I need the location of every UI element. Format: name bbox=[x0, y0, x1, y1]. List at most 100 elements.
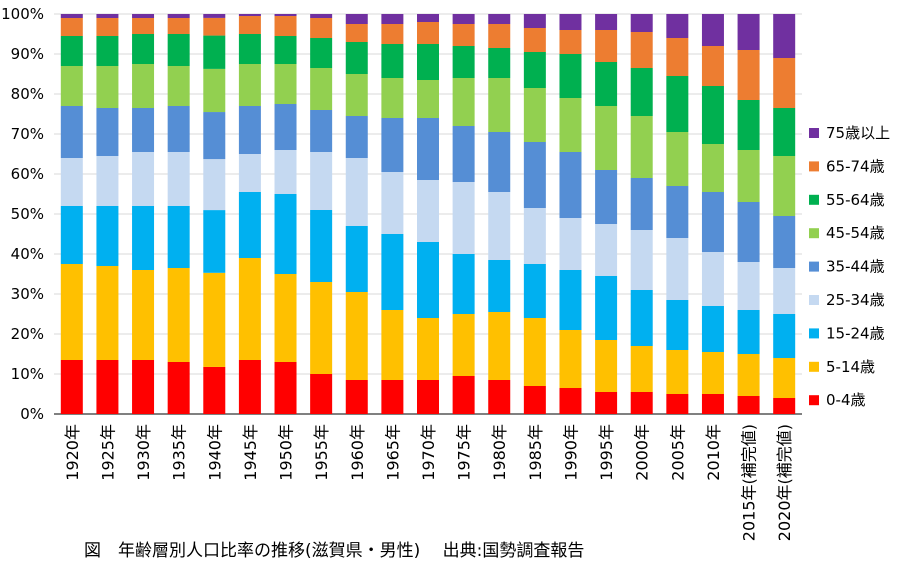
bar-segment bbox=[595, 106, 618, 170]
bar-segment bbox=[132, 270, 155, 360]
bar-segment bbox=[345, 74, 368, 116]
bar-segment bbox=[452, 314, 475, 376]
bar-segment bbox=[773, 268, 796, 314]
bar-segment bbox=[345, 380, 368, 414]
bar-segment bbox=[452, 14, 475, 24]
bar-segment bbox=[488, 380, 511, 414]
bar-segment bbox=[203, 68, 226, 113]
bar-segment bbox=[345, 14, 368, 24]
x-tick-label: 1970年 bbox=[419, 424, 438, 481]
bar-segment bbox=[345, 116, 368, 158]
bar-segment bbox=[310, 18, 333, 38]
x-tick-label: 1950年 bbox=[277, 424, 296, 481]
y-tick-label: 50% bbox=[11, 205, 44, 223]
x-tick-label: 1935年 bbox=[170, 424, 189, 481]
bar-segment bbox=[345, 24, 368, 42]
x-tick-label: 1945年 bbox=[241, 424, 260, 481]
bar-segment bbox=[238, 154, 261, 192]
legend-swatch bbox=[809, 161, 819, 172]
bar-segment bbox=[167, 18, 190, 34]
bar-segment bbox=[310, 152, 333, 210]
bar-segment bbox=[417, 44, 439, 80]
bar-segment bbox=[274, 194, 297, 274]
legend-swatch bbox=[809, 128, 819, 138]
bar-segment bbox=[523, 208, 546, 264]
legend-swatch bbox=[809, 194, 819, 205]
bar-segment bbox=[666, 350, 689, 394]
bar-segment bbox=[60, 360, 83, 414]
bar-segment bbox=[167, 14, 190, 18]
y-tick-label: 100% bbox=[1, 5, 44, 23]
bar-segment bbox=[559, 14, 582, 30]
bar-segment bbox=[310, 14, 333, 18]
bar-segment bbox=[96, 36, 119, 66]
bar-segment bbox=[666, 14, 689, 38]
bar-segment bbox=[595, 62, 618, 106]
bar-segment bbox=[666, 300, 689, 350]
bar-segment bbox=[167, 152, 190, 206]
bar-segment bbox=[310, 68, 333, 110]
y-tick-label: 20% bbox=[11, 325, 44, 343]
bar-segment bbox=[452, 24, 475, 46]
bar-segment bbox=[737, 202, 760, 262]
y-tick-label: 40% bbox=[11, 245, 44, 263]
bar-segment bbox=[345, 158, 368, 226]
legend-swatch bbox=[809, 295, 819, 305]
bar-segment bbox=[595, 14, 618, 30]
bar-segment bbox=[167, 106, 190, 152]
bar-segment bbox=[630, 230, 653, 290]
bars bbox=[60, 14, 796, 414]
y-tick-label: 30% bbox=[11, 285, 44, 303]
bar-segment bbox=[488, 260, 511, 312]
bar-segment bbox=[310, 282, 333, 374]
bar-segment bbox=[417, 14, 439, 22]
bar-segment bbox=[523, 52, 546, 88]
bar-segment bbox=[132, 18, 155, 34]
bar-segment bbox=[701, 252, 724, 306]
legend-label: 35-44歳 bbox=[826, 258, 885, 276]
bar-segment bbox=[701, 14, 724, 46]
bar-segment bbox=[630, 290, 653, 346]
x-tick-label: 1995年 bbox=[597, 424, 616, 481]
bar-segment bbox=[345, 292, 368, 380]
bar-segment bbox=[132, 14, 155, 18]
y-tick-label: 0% bbox=[20, 405, 44, 423]
x-axis-ticks: 1920年 1925年 1930年 1935年 1940年 1945年 1950年 1955年… bbox=[63, 424, 794, 541]
chart-caption: 図 年齢層別人口比率の推移(滋賀県・男性) 出典:国勢調査報告 bbox=[84, 541, 585, 561]
bar-segment bbox=[452, 376, 475, 414]
bar-segment bbox=[701, 394, 724, 414]
bar-segment bbox=[773, 156, 796, 216]
y-tick-label: 90% bbox=[11, 45, 44, 63]
bar-segment bbox=[559, 388, 582, 414]
bar-segment bbox=[666, 38, 689, 76]
bar-segment bbox=[630, 14, 653, 32]
y-tick-label: 70% bbox=[11, 125, 44, 143]
bar-segment bbox=[666, 238, 689, 300]
bar-segment bbox=[381, 234, 404, 310]
bar-segment bbox=[345, 42, 368, 74]
bar-segment bbox=[274, 64, 297, 104]
bar-segment bbox=[630, 346, 653, 392]
bar-segment bbox=[132, 206, 155, 270]
x-tick-label: 1940年 bbox=[205, 424, 224, 481]
legend-label: 55-64歳 bbox=[826, 191, 885, 209]
x-tick-label: 1965年 bbox=[383, 424, 402, 481]
bar-segment bbox=[274, 274, 297, 362]
bar-segment bbox=[737, 14, 760, 50]
bar-segment bbox=[167, 206, 190, 268]
bar-segment bbox=[203, 35, 226, 69]
legend-label: 75歳以上 bbox=[826, 124, 890, 142]
bar-segment bbox=[167, 34, 190, 66]
legend-label: 45-54歳 bbox=[826, 224, 885, 242]
bar-segment bbox=[381, 118, 404, 172]
bar-segment bbox=[203, 112, 226, 160]
bar-segment bbox=[60, 14, 83, 18]
bar-segment bbox=[274, 16, 297, 36]
y-tick-label: 10% bbox=[11, 365, 44, 383]
bar-segment bbox=[630, 32, 653, 68]
bar-segment bbox=[345, 226, 368, 292]
bar-segment bbox=[737, 50, 760, 100]
bar-segment bbox=[238, 258, 261, 360]
bar-segment bbox=[523, 88, 546, 142]
bar-segment bbox=[666, 186, 689, 238]
